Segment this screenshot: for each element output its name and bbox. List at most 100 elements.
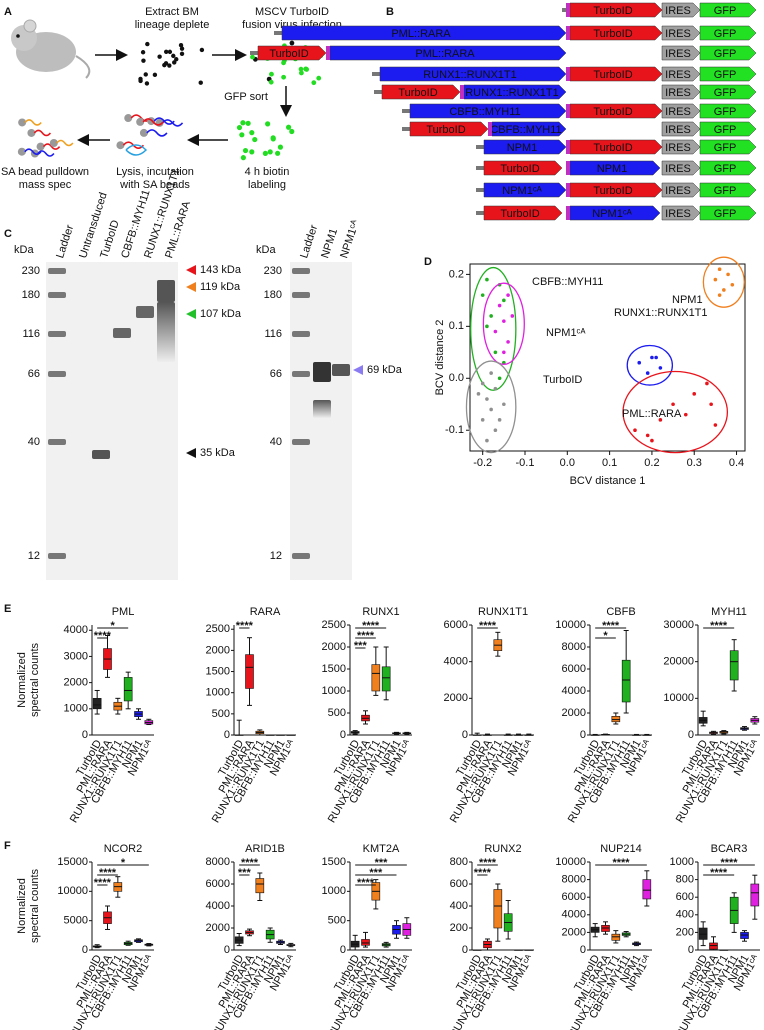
segment-label: IRES (665, 208, 691, 220)
segment-label: GFP (714, 28, 737, 40)
linker (566, 140, 570, 154)
marker-label: 12 (270, 550, 282, 562)
gel-band (313, 400, 331, 418)
segment-label: GFP (714, 163, 737, 175)
marker-label: 230 (264, 265, 282, 277)
construct-segment (661, 121, 701, 137)
point (650, 438, 654, 443)
marker-label: 230 (22, 265, 40, 277)
chart-title: CBFB (606, 606, 635, 618)
y-tick-label: 1000 (322, 885, 346, 897)
construct-segment (699, 66, 757, 82)
y-tick-label: 4000 (444, 656, 468, 668)
linker (566, 104, 570, 118)
segment-label: CBFB::MYH11 (490, 124, 561, 136)
kda-unit: kDa (14, 244, 34, 256)
segment-label: GFP (714, 208, 737, 220)
y-tick-label: 8000 (562, 874, 586, 886)
cell-dot (167, 63, 172, 68)
segment-label: TurboID (426, 124, 465, 136)
y-tick-label: 10000 (555, 619, 586, 631)
x-tick-label: 0.0 (560, 457, 575, 469)
segment-label: GFP (714, 48, 737, 60)
y-tick-label: 30000 (663, 619, 694, 631)
y-tick-label: 2000 (444, 692, 468, 704)
series-label: PML::RARA (622, 408, 682, 420)
group-ellipse (626, 344, 674, 386)
point (485, 324, 489, 329)
point (502, 298, 506, 303)
marker-label: 116 (22, 328, 40, 340)
y-tick-label: 500 (328, 915, 346, 927)
series-label: NPM1ᶜᴬ (546, 327, 585, 339)
construct-segment (699, 160, 757, 176)
vector-end (250, 51, 258, 55)
construct-segment (699, 2, 757, 18)
y-tick-label: 1000 (206, 687, 230, 699)
panel-label: A (4, 6, 12, 18)
cell-dot (171, 53, 176, 59)
construct-segment (381, 84, 461, 100)
point (692, 392, 697, 396)
segment-label: PML::RARA (391, 28, 451, 40)
construct-segment (661, 205, 701, 221)
cell-dot (289, 40, 295, 46)
box (493, 889, 503, 929)
construct-segment (257, 45, 327, 61)
y-tick-label: 6000 (562, 891, 586, 903)
chart-title: MYH11 (711, 606, 747, 618)
y-tick-label: 6000 (562, 663, 586, 675)
point (510, 314, 515, 318)
construct-segment (661, 139, 701, 155)
y-tick-label: 0 (340, 944, 346, 956)
panel-label: D (424, 256, 432, 268)
significance-label: **** (602, 620, 620, 632)
cell-dot (311, 80, 317, 86)
vector-end (372, 72, 380, 76)
lane-label: NPM1ᶜᴬ (338, 219, 362, 260)
point (497, 418, 502, 422)
linker (326, 46, 330, 60)
bead (36, 142, 45, 151)
arrow-label: 69 kDa (367, 364, 403, 376)
segment-label: NPM1 (507, 142, 538, 154)
y-tick-label: 0 (224, 944, 230, 956)
significance-label: * (111, 620, 116, 632)
construct-segment (483, 205, 563, 221)
segment-label: GFP (714, 5, 737, 17)
vector-end (274, 31, 282, 35)
linker (566, 3, 570, 17)
segment-label: RUNX1::RUNX1T1 (465, 87, 559, 99)
gel-band (113, 328, 131, 338)
cell-dot (252, 136, 258, 143)
segment-label: IRES (665, 69, 691, 81)
cell-dot (172, 60, 177, 65)
segment-label: IRES (665, 28, 691, 40)
x-axis-label: BCV distance 1 (570, 475, 646, 487)
linker (566, 183, 570, 197)
y-tick-label: 500 (328, 707, 346, 719)
gel-band (92, 450, 110, 459)
cell-dot (277, 144, 284, 150)
cell-dot (303, 66, 309, 72)
ladder-band (292, 439, 310, 445)
point (683, 412, 688, 417)
cell-dot (262, 150, 268, 157)
construct-segment (483, 160, 563, 176)
bead (116, 141, 125, 150)
point (709, 402, 713, 407)
point (658, 418, 663, 422)
segment-label: GFP (714, 142, 737, 154)
chart-title: RARA (250, 606, 281, 618)
x-tick-label: 0.1 (602, 457, 617, 469)
point (489, 407, 493, 412)
bead (139, 128, 148, 137)
cell-dot (250, 54, 255, 60)
y-tick-label: 2000 (562, 707, 586, 719)
cell-dot (281, 74, 286, 80)
workflow-text: MSCV TurboID (255, 6, 329, 18)
chart-title: ARID1B (245, 843, 285, 855)
box (371, 664, 381, 692)
ladder-band (292, 553, 310, 559)
series-label: TurboID (543, 374, 582, 386)
